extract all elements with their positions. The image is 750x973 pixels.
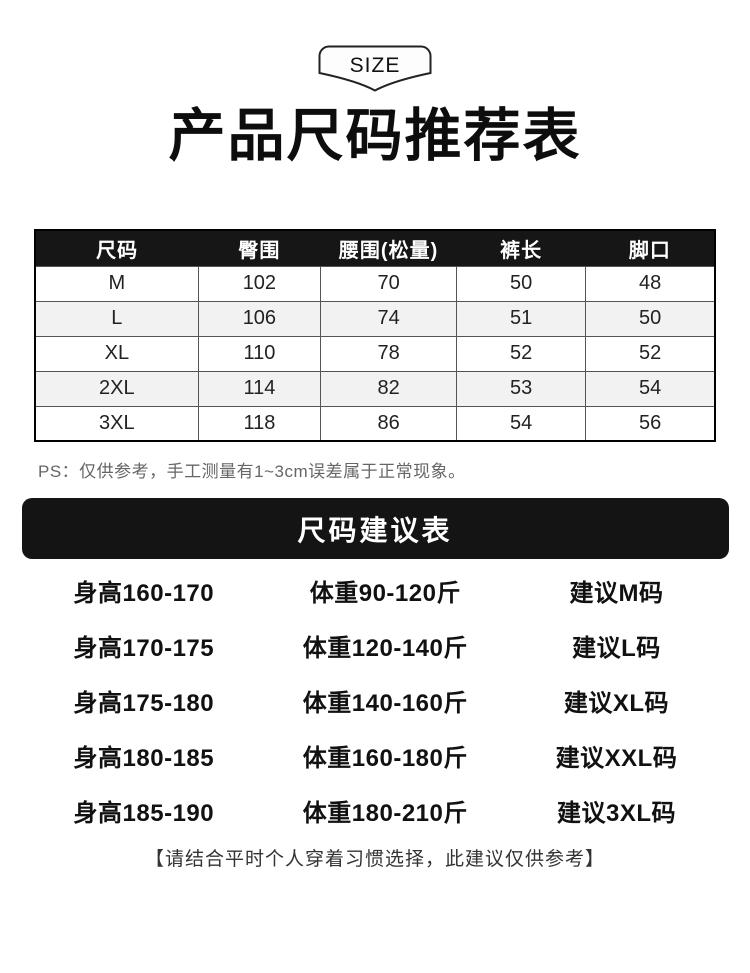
suggestion-row: 身高160-170 体重90-120斤 建议M码 bbox=[30, 563, 720, 618]
length-cell: 53 bbox=[456, 370, 587, 407]
page-title: 产品尺码推荐表 bbox=[168, 104, 582, 168]
size-cell: 2XL bbox=[34, 370, 199, 407]
size-table-header-cell: 臀围 bbox=[198, 230, 321, 266]
ps-note: PS：仅供参考，手工测量有1~3cm误差属于正常现象。 bbox=[38, 462, 466, 481]
hem-cell: 54 bbox=[585, 370, 716, 407]
waist-cell: 86 bbox=[320, 405, 458, 442]
hip-cell: 106 bbox=[197, 300, 322, 337]
length-cell: 52 bbox=[456, 335, 587, 372]
height-range: 身高175-180 bbox=[73, 690, 215, 717]
size-badge: SIZE bbox=[318, 45, 432, 93]
hip-cell: 114 bbox=[197, 370, 322, 407]
size-cell: M bbox=[34, 265, 199, 302]
size-advice: 建议L码 bbox=[572, 635, 661, 662]
size-advice: 建议M码 bbox=[569, 580, 664, 607]
suggestion-banner-title: 尺码建议表 bbox=[297, 514, 453, 546]
weight-range: 体重120-140斤 bbox=[302, 635, 468, 662]
length-cell: 54 bbox=[456, 405, 587, 442]
weight-range: 体重90-120斤 bbox=[309, 580, 461, 607]
suggestion-banner: 尺码建议表 bbox=[21, 498, 729, 559]
hem-cell: 50 bbox=[585, 300, 716, 337]
hem-cell: 56 bbox=[585, 405, 716, 442]
suggestion-row: 身高180-185 体重160-180斤 建议XXL码 bbox=[30, 728, 720, 783]
height-range: 身高185-190 bbox=[73, 800, 215, 827]
size-advice: 建议XL码 bbox=[563, 690, 670, 717]
waist-cell: 82 bbox=[320, 370, 458, 407]
size-cell: XL bbox=[34, 335, 199, 372]
size-cell: 3XL bbox=[34, 405, 199, 442]
suggestion-row: 身高175-180 体重140-160斤 建议XL码 bbox=[30, 673, 720, 728]
size-table-header-row: 尺码 臀围 腰围(松量) 裤长 脚口 bbox=[35, 230, 715, 266]
table-row: 3XL 118 86 54 56 bbox=[34, 405, 716, 442]
suggestion-row: 身高170-175 体重120-140斤 建议L码 bbox=[30, 618, 720, 673]
length-cell: 50 bbox=[456, 265, 587, 302]
hem-cell: 52 bbox=[585, 335, 716, 372]
footer-note: 【请结合平时个人穿着习惯选择，此建议仅供参考】 bbox=[144, 849, 605, 870]
hip-cell: 102 bbox=[197, 265, 322, 302]
size-advice: 建议XXL码 bbox=[555, 745, 678, 772]
weight-range: 体重180-210斤 bbox=[302, 800, 468, 827]
weight-range: 体重140-160斤 bbox=[302, 690, 468, 717]
size-advice: 建议3XL码 bbox=[556, 800, 676, 827]
size-table: 尺码 臀围 腰围(松量) 裤长 脚口 M 102 70 50 48 L 106 … bbox=[34, 229, 716, 442]
table-row: XL 110 78 52 52 bbox=[34, 335, 716, 372]
hem-cell: 48 bbox=[585, 265, 716, 302]
table-row: 2XL 114 82 53 54 bbox=[34, 370, 716, 407]
hip-cell: 110 bbox=[197, 335, 322, 372]
table-row: L 106 74 51 50 bbox=[34, 300, 716, 337]
size-badge-shape bbox=[318, 45, 432, 92]
height-range: 身高160-170 bbox=[73, 580, 215, 607]
waist-cell: 78 bbox=[320, 335, 458, 372]
size-badge-label: SIZE bbox=[349, 54, 401, 77]
height-range: 身高180-185 bbox=[73, 745, 215, 772]
size-badge-wrap: SIZE bbox=[0, 0, 750, 93]
suggestion-list: 身高160-170 体重90-120斤 建议M码 身高170-175 体重120… bbox=[30, 563, 720, 838]
size-table-header-cell: 腰围(松量) bbox=[320, 230, 457, 266]
length-cell: 51 bbox=[456, 300, 587, 337]
size-cell: L bbox=[34, 300, 199, 337]
weight-range: 体重160-180斤 bbox=[302, 745, 468, 772]
hip-cell: 118 bbox=[197, 405, 322, 442]
table-row: M 102 70 50 48 bbox=[34, 265, 716, 302]
waist-cell: 74 bbox=[320, 300, 458, 337]
size-table-header-cell: 尺码 bbox=[35, 230, 199, 266]
waist-cell: 70 bbox=[320, 265, 458, 302]
height-range: 身高170-175 bbox=[73, 635, 215, 662]
size-table-header-cell: 脚口 bbox=[585, 230, 715, 266]
suggestion-row: 身高185-190 体重180-210斤 建议3XL码 bbox=[30, 783, 720, 838]
size-table-header-cell: 裤长 bbox=[456, 230, 586, 266]
